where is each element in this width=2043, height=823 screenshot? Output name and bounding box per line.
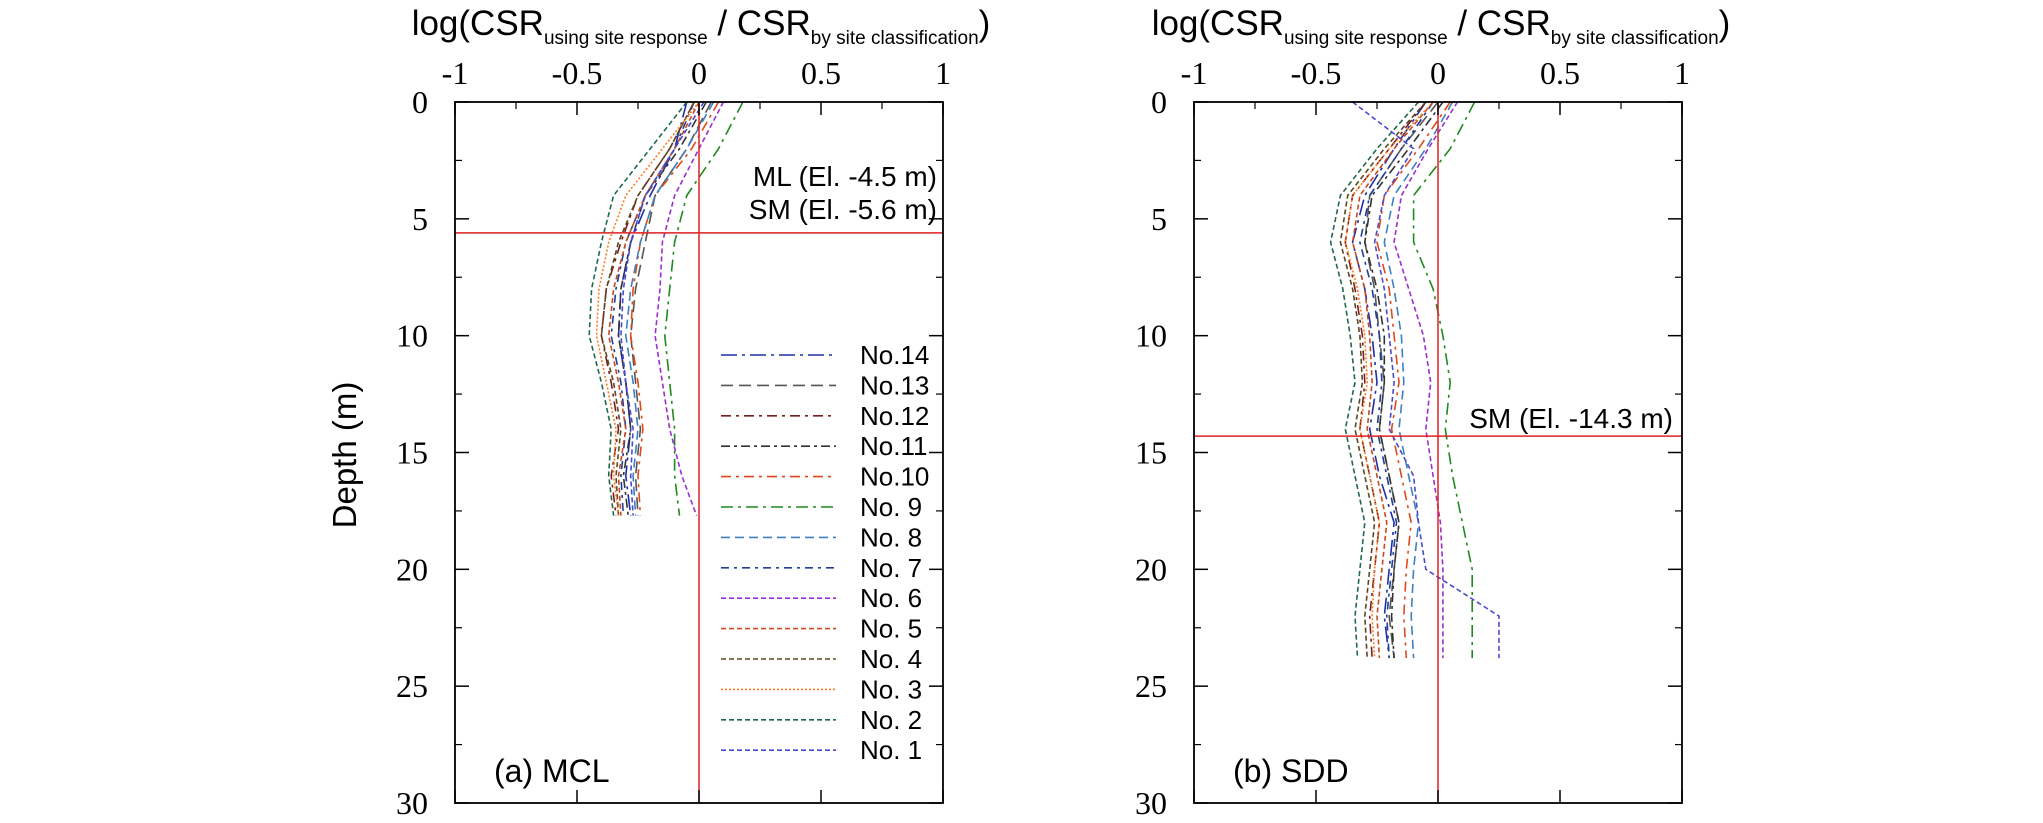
panel-b-series-no11 — [1363, 101, 1444, 659]
panel-b-series-no2 — [1329, 101, 1420, 659]
panel-a-y-tick-labels: 0 5 10 15 20 25 30 — [396, 84, 428, 821]
panel-b-y-tick-label: 0 — [1151, 84, 1167, 120]
legend-label: No.13 — [860, 370, 929, 400]
panel-a-x-tick-label: -1 — [442, 55, 469, 91]
panel-a-x-tick-label: 0.5 — [801, 55, 841, 91]
legend-label: No.10 — [860, 462, 929, 492]
panel-a-y-tick-label: 0 — [412, 84, 428, 120]
panel-b-x-tick-label: -1 — [1181, 55, 1208, 91]
panel-b-reference-lines — [1194, 102, 1682, 803]
panel-b-y-tick-label: 10 — [1135, 318, 1167, 354]
legend-label: No.14 — [860, 340, 929, 370]
panel-a-series-no6 — [654, 101, 725, 516]
panel-a-x-tick-label: 1 — [935, 55, 951, 91]
legend-label: No. 8 — [860, 522, 922, 552]
panel-b-series-no1 — [1352, 101, 1500, 659]
panel-a-ticks — [454, 101, 944, 804]
panel-a-y-tick-label: 5 — [412, 201, 428, 237]
panel-b-y-tick-labels: 0 5 10 15 20 25 30 — [1135, 84, 1167, 821]
panel-a-series-no9 — [663, 101, 744, 516]
legend-label: No. 3 — [860, 674, 922, 704]
panel-b-plot-area — [1329, 101, 1500, 659]
legend-label: No. 2 — [860, 705, 922, 735]
panel-a-annotation-ml: ML (El. -4.5 m) — [753, 161, 937, 192]
legend-label: No. 9 — [860, 492, 922, 522]
panel-a-y-tick-label: 30 — [396, 785, 428, 821]
panel-b-y-tick-label: 20 — [1135, 551, 1167, 587]
panel-a-series-no3 — [595, 101, 700, 516]
panel-a-series-no1 — [620, 101, 705, 516]
panel-a-y-tick-label: 20 — [396, 551, 428, 587]
panel-a-x-tick-labels: -1 -0.5 0 0.5 1 — [442, 55, 951, 91]
panel-b-series-no13 — [1363, 101, 1439, 659]
panel-b-series-no7 — [1359, 101, 1434, 659]
panel-b-y-tick-label: 25 — [1135, 668, 1167, 704]
panel-a-series-no4 — [600, 101, 695, 516]
legend-label: No.12 — [860, 401, 929, 431]
panel-a-series-no7 — [610, 101, 695, 516]
panel-b-series — [1329, 101, 1500, 659]
legend-label: No. 1 — [860, 735, 922, 765]
panel-b-x-tick-labels: -1 -0.5 0 0.5 1 — [1181, 55, 1690, 91]
panel-a-x-tick-label: -0.5 — [552, 55, 603, 91]
panel-b-x-tick-label: -0.5 — [1291, 55, 1342, 91]
panel-b-x-tick-label: 1 — [1674, 55, 1690, 91]
legend-label: No.11 — [860, 431, 927, 461]
panel-b-title: log(CSRusing site response / CSRby site … — [1152, 4, 1731, 49]
panel-a-plot-area — [588, 101, 744, 516]
panel-b-y-tick-label: 30 — [1135, 785, 1167, 821]
panel-b-series-no12 — [1344, 101, 1427, 659]
panel-b-y-tick-label: 15 — [1135, 435, 1167, 471]
panel-b: log(CSRusing site response / CSRby site … — [1135, 4, 1730, 821]
panel-a-series-no14 — [617, 101, 688, 516]
panel-b-series-no3 — [1344, 101, 1434, 659]
panel-a-series-no10 — [629, 101, 720, 516]
panel-a-y-tick-label: 15 — [396, 435, 428, 471]
y-axis-label: Depth (m) — [326, 382, 363, 529]
panel-b-series-no10 — [1376, 101, 1451, 659]
panel-a-series — [588, 101, 744, 516]
panel-b-x-tick-label: 0.5 — [1540, 55, 1580, 91]
panel-a-series-no2 — [588, 101, 688, 516]
panel-a-x-tick-label: 0 — [691, 55, 707, 91]
panel-b-annotation-sm: SM (El. -14.3 m) — [1469, 403, 1673, 434]
panel-a: log(CSRusing site response / CSRby site … — [396, 4, 990, 821]
legend-label: No. 4 — [860, 644, 922, 674]
panel-b-label: (b) SDD — [1233, 753, 1349, 789]
panel-a-reference-lines — [455, 102, 943, 803]
panel-a-y-tick-label: 25 — [396, 668, 428, 704]
panel-a-series-no11 — [617, 101, 707, 516]
panel-b-series-no9 — [1412, 101, 1476, 659]
panel-a-annotation-sm: SM (El. -5.6 m) — [749, 194, 937, 225]
legend-label: No. 6 — [860, 583, 922, 613]
panel-a-series-no13 — [629, 101, 712, 516]
panel-b-series-no6 — [1393, 101, 1459, 659]
panel-b-ticks — [1193, 101, 1683, 804]
panel-b-x-tick-label: 0 — [1430, 55, 1446, 91]
legend-label: No. 5 — [860, 614, 922, 644]
panel-a-series-no8 — [624, 101, 715, 516]
panel-b-series-no14 — [1351, 101, 1427, 659]
panel-a-title: log(CSRusing site response / CSRby site … — [412, 4, 991, 49]
panel-b-series-no5 — [1351, 101, 1434, 659]
panel-b-series-no8 — [1383, 101, 1454, 659]
panel-b-series-no4 — [1339, 101, 1427, 659]
panel-b-y-tick-label: 5 — [1151, 201, 1167, 237]
panel-a-y-tick-label: 10 — [396, 318, 428, 354]
panel-a-label: (a) MCL — [494, 753, 610, 789]
legend-label: No. 7 — [860, 553, 922, 583]
